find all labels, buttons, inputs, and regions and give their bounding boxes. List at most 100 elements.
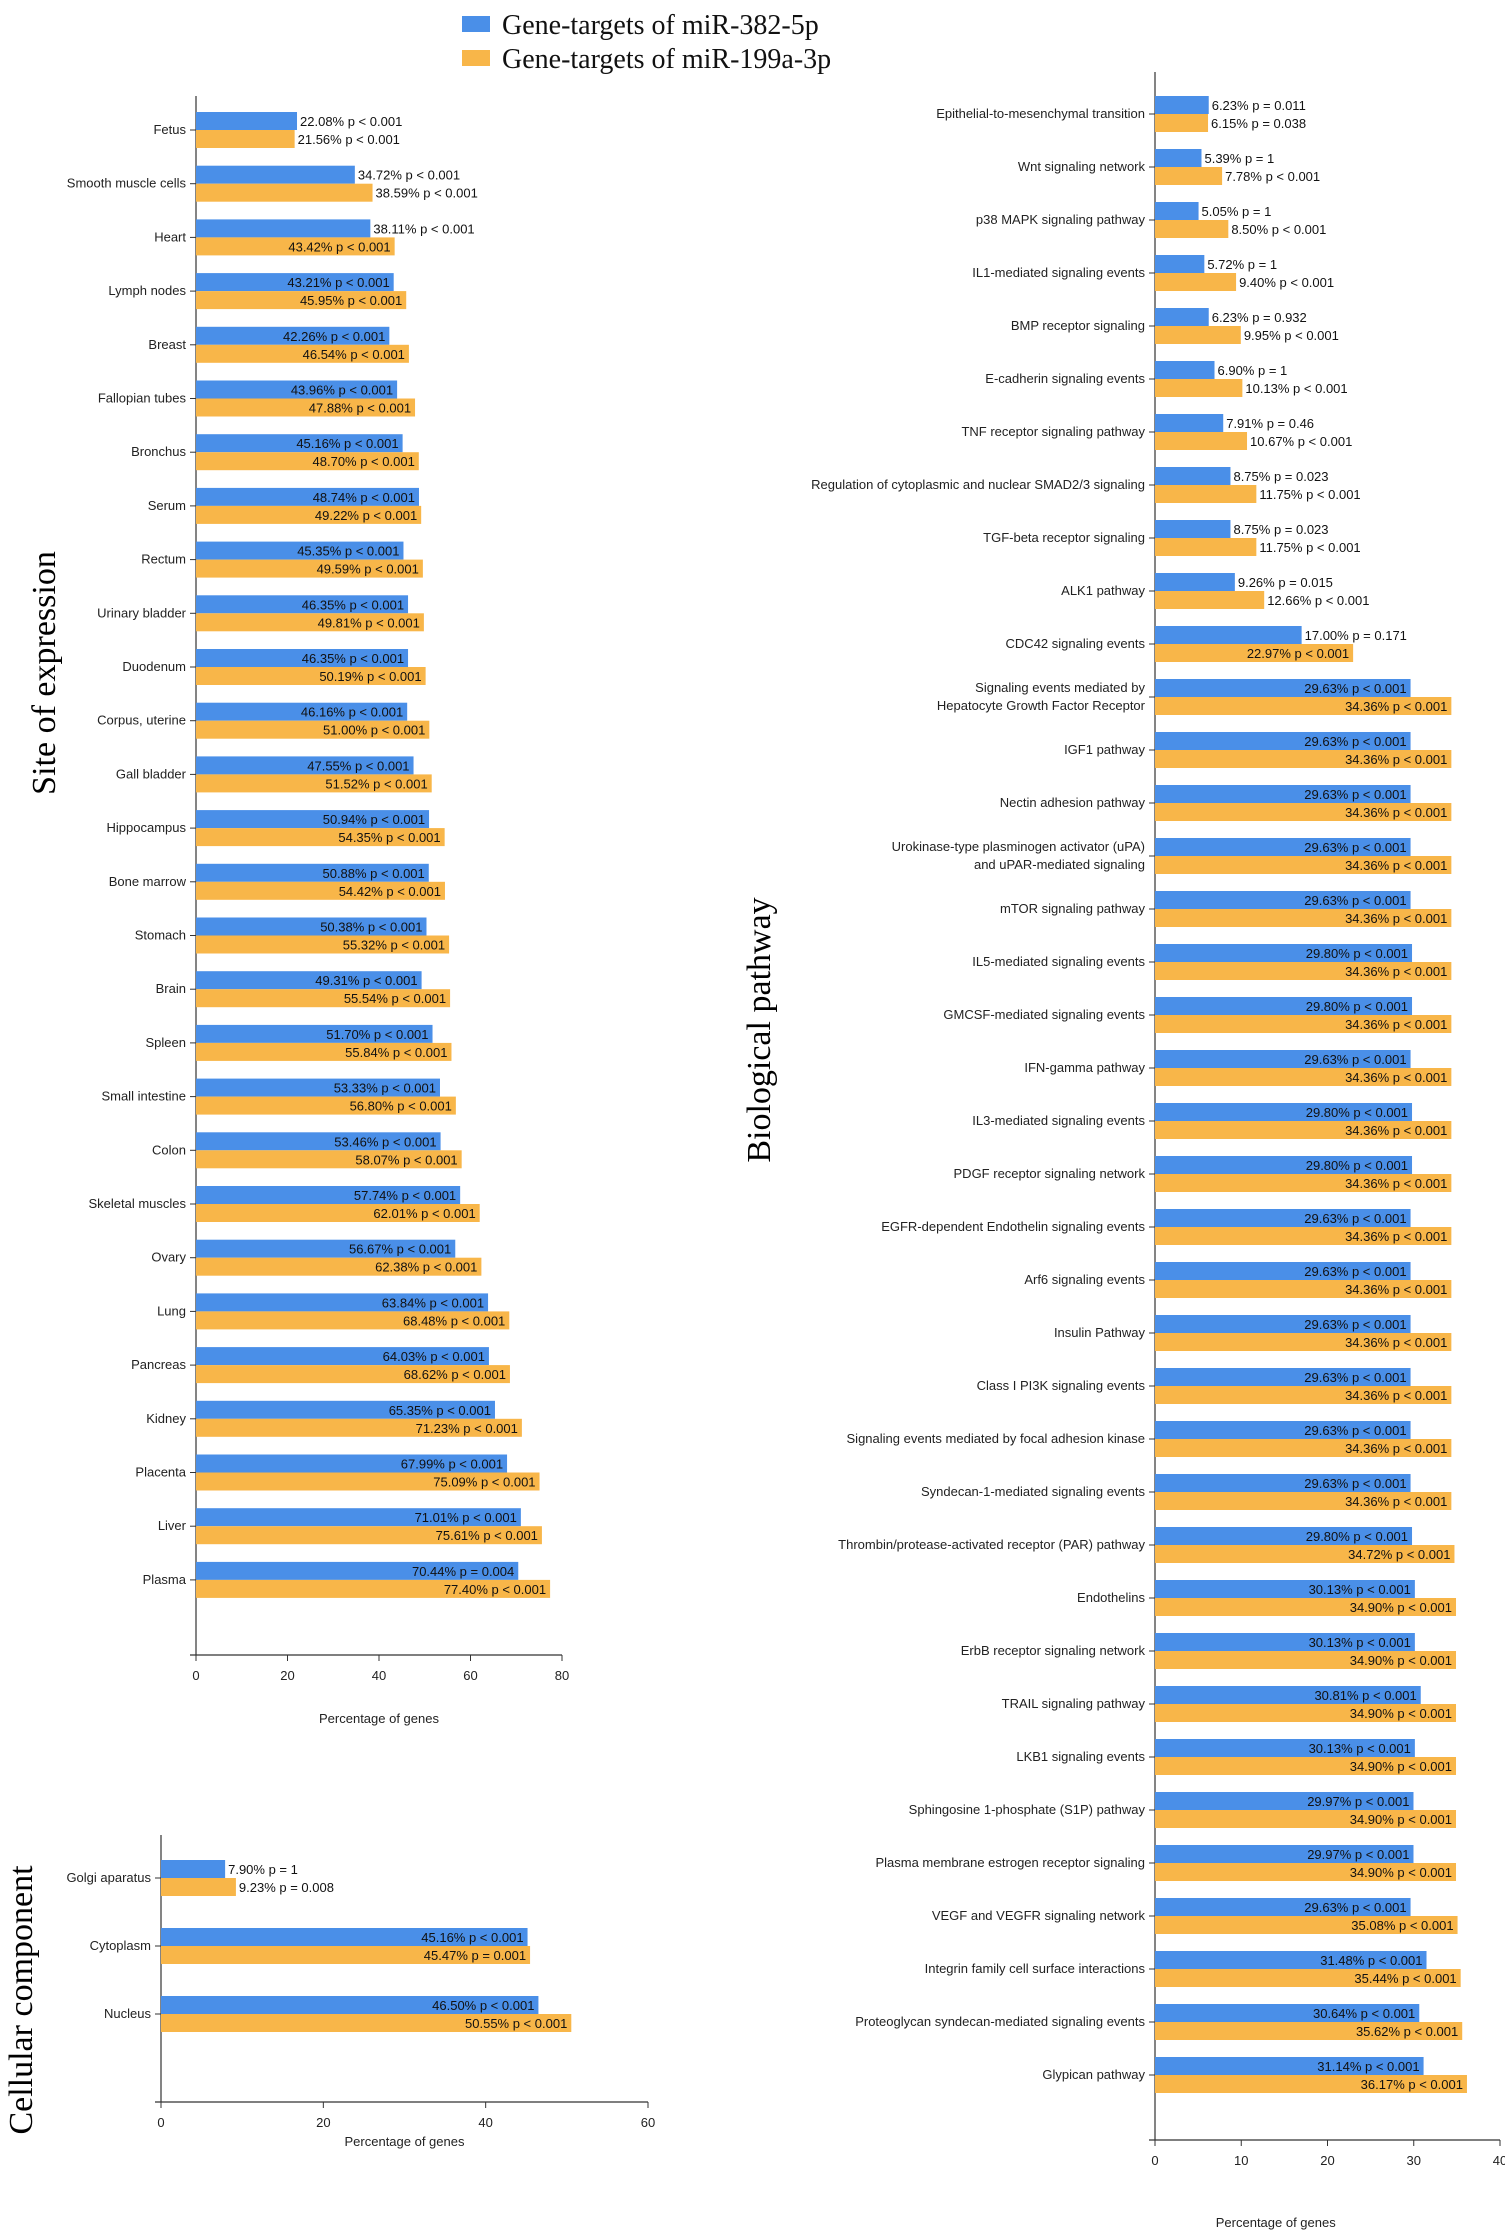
biological-pathway-category-label: IL1-mediated signaling events: [972, 265, 1145, 280]
site-of-expression-category-label: Ovary: [151, 1250, 186, 1265]
site-of-expression-section-title: Site of expression: [26, 551, 63, 795]
site-of-expression-value-label-mir382: 46.35% p < 0.001: [302, 597, 404, 612]
site-of-expression-bar-mir199a: [196, 613, 424, 632]
biological-pathway-value-label-mir199a: 22.97% p < 0.001: [1247, 646, 1349, 661]
biological-pathway-value-label-mir199a: 34.90% p < 0.001: [1350, 1865, 1452, 1880]
biological-pathway-chart: Biological pathway 0 10 20 30 40 Percentage of…: [741, 72, 1505, 2230]
biological-pathway-bar-mir199a: [1155, 2022, 1463, 2040]
cellular-component-bar-mir199a: [161, 1878, 236, 1896]
site-of-expression-bar-mir382: [196, 1508, 521, 1527]
site-of-expression-category-label: Colon: [152, 1142, 186, 1157]
biological-pathway-value-label-mir199a: 34.90% p < 0.001: [1350, 1759, 1452, 1774]
biological-pathway-value-label-mir199a: 34.72% p < 0.001: [1348, 1547, 1450, 1562]
site-of-expression-bar-mir199a: [196, 1365, 510, 1384]
biological-pathway-value-label-mir199a: 34.36% p < 0.001: [1345, 858, 1447, 873]
site-of-expression-bar-mir199a: [196, 828, 445, 847]
cellular-component-bar-mir199a: [161, 1946, 531, 1964]
biological-pathway-category-label: EGFR-dependent Endothelin signaling even…: [881, 1219, 1145, 1234]
cellular-component-category-label: Cytoplasm: [90, 1938, 151, 1953]
biological-pathway-category-label: TRAIL signaling pathway: [1002, 1696, 1146, 1711]
biological-pathway-bar-mir382: [1155, 1262, 1411, 1280]
site-of-expression-value-label-mir199a: 49.22% p < 0.001: [315, 508, 417, 523]
site-of-expression-bar-mir199a: [196, 935, 450, 954]
biological-pathway-value-label-mir382: 29.63% p < 0.001: [1304, 1264, 1406, 1279]
biological-pathway-bar-mir199a: [1155, 856, 1452, 874]
biological-pathway-category-label: Class I PI3K signaling events: [977, 1378, 1146, 1393]
cellular-component-value-label-mir199a: 9.23% p = 0.008: [239, 1880, 334, 1895]
biological-pathway-bar-mir382: [1155, 520, 1231, 538]
site-of-expression-bar-mir199a: [196, 130, 295, 148]
biological-pathway-value-label-mir382: 6.23% p = 0.011: [1212, 98, 1306, 113]
biological-pathway-bar-mir199a: [1155, 1916, 1458, 1934]
site-of-expression-value-label-mir382: 47.55% p < 0.001: [307, 758, 409, 773]
cellular-component-x-tick-label: 20: [316, 2115, 330, 2130]
site-of-expression-bar-mir382: [196, 326, 390, 345]
biological-pathway-value-label-mir382: 5.72% p = 1: [1207, 257, 1277, 272]
biological-pathway-value-label-mir199a: 34.36% p < 0.001: [1345, 1123, 1447, 1138]
site-of-expression-value-label-mir199a: 49.81% p < 0.001: [318, 615, 420, 630]
legend-label-mir199a: Gene-targets of miR-199a-3p: [502, 44, 831, 75]
biological-pathway-value-label-mir199a: 34.36% p < 0.001: [1345, 1388, 1447, 1403]
site-of-expression-category-label: Breast: [148, 337, 186, 352]
site-of-expression-bar-mir382: [196, 273, 394, 292]
biological-pathway-value-label-mir382: 5.39% p = 1: [1204, 151, 1274, 166]
biological-pathway-category-label: Insulin Pathway: [1054, 1325, 1146, 1340]
biological-pathway-category-label: Glypican pathway: [1042, 2067, 1145, 2082]
biological-pathway-category-label: BMP receptor signaling: [1011, 318, 1145, 333]
site-of-expression-value-label-mir382: 42.26% p < 0.001: [283, 329, 385, 344]
site-of-expression-bar-mir382: [196, 541, 404, 560]
biological-pathway-value-label-mir382: 6.90% p = 1: [1218, 363, 1288, 378]
biological-pathway-category-label: LKB1 signaling events: [1016, 1749, 1145, 1764]
biological-pathway-value-label-mir382: 7.91% p = 0.46: [1226, 416, 1314, 431]
site-of-expression-category-label: Pancreas: [131, 1357, 186, 1372]
biological-pathway-bar-mir382: [1155, 1633, 1415, 1651]
cellular-component-bar-mir382: [161, 1860, 226, 1878]
site-of-expression-bar-mir382: [196, 1132, 441, 1151]
site-of-expression-value-label-mir199a: 77.40% p < 0.001: [444, 1582, 546, 1597]
cellular-component-section-title: Cellular component: [3, 1865, 40, 2135]
biological-pathway-value-label-mir199a: 36.17% p < 0.001: [1361, 2077, 1463, 2092]
site-of-expression-bar-mir382: [196, 649, 409, 667]
biological-pathway-bar-mir199a: [1155, 273, 1237, 291]
biological-pathway-value-label-mir382: 31.14% p < 0.001: [1317, 2059, 1419, 2074]
biological-pathway-value-label-mir199a: 34.90% p < 0.001: [1350, 1600, 1452, 1615]
biological-pathway-value-label-mir199a: 34.36% p < 0.001: [1345, 1070, 1447, 1085]
legend-label-mir382: Gene-targets of miR-382-5p: [502, 10, 819, 41]
biological-pathway-bar-mir199a: [1155, 1863, 1457, 1881]
cellular-component-x-tick-label: 40: [478, 2115, 492, 2130]
cellular-component-value-label-mir199a: 50.55% p < 0.001: [465, 2016, 567, 2031]
site-of-expression-bar-mir199a: [196, 667, 426, 685]
biological-pathway-bar-mir382: [1155, 467, 1231, 485]
biological-pathway-value-label-mir199a: 34.36% p < 0.001: [1345, 1229, 1447, 1244]
biological-pathway-bar-mir382: [1155, 1474, 1411, 1492]
site-of-expression-bar-mir382: [196, 1239, 456, 1258]
site-of-expression-bar-mir382: [196, 1454, 508, 1473]
site-of-expression-x-tick-label: 60: [463, 1668, 477, 1683]
biological-pathway-bar-mir199a: [1155, 1121, 1452, 1139]
biological-pathway-value-label-mir199a: 34.36% p < 0.001: [1345, 752, 1447, 767]
legend: Gene-targets of miR-382-5p Gene-targets …: [462, 10, 831, 75]
biological-pathway-value-label-mir382: 29.63% p < 0.001: [1304, 787, 1406, 802]
biological-pathway-value-label-mir199a: 34.36% p < 0.001: [1345, 1335, 1447, 1350]
site-of-expression-value-label-mir199a: 58.07% p < 0.001: [355, 1152, 457, 1167]
biological-pathway-value-label-mir382: 29.63% p < 0.001: [1304, 1370, 1406, 1385]
biological-pathway-value-label-mir199a: 34.36% p < 0.001: [1345, 1282, 1447, 1297]
biological-pathway-value-label-mir382: 5.05% p = 1: [1202, 204, 1272, 219]
biological-pathway-x-tick-label: 30: [1407, 2153, 1421, 2168]
site-of-expression-value-label-mir199a: 38.59% p < 0.001: [376, 186, 478, 201]
biological-pathway-bar-mir199a: [1155, 962, 1452, 980]
biological-pathway-value-label-mir199a: 9.40% p < 0.001: [1239, 275, 1334, 290]
biological-pathway-section-title: Biological pathway: [741, 897, 778, 1162]
biological-pathway-category-label: IL5-mediated signaling events: [972, 954, 1145, 969]
biological-pathway-bar-mir199a: [1155, 167, 1223, 185]
biological-pathway-value-label-mir382: 8.75% p = 0.023: [1233, 469, 1328, 484]
site-of-expression-bar-mir382: [196, 487, 419, 506]
biological-pathway-category-label: ALK1 pathway: [1061, 583, 1145, 598]
biological-pathway-category-label: Endothelins: [1077, 1590, 1145, 1605]
biological-pathway-bar-mir199a: [1155, 379, 1243, 397]
biological-pathway-value-label-mir382: 29.63% p < 0.001: [1304, 1476, 1406, 1491]
site-of-expression-bar-mir199a: [196, 505, 422, 524]
biological-pathway-category-label: CDC42 signaling events: [1006, 636, 1146, 651]
biological-pathway-bar-mir382: [1155, 1315, 1411, 1333]
site-of-expression-value-label-mir382: 50.38% p < 0.001: [320, 920, 422, 935]
